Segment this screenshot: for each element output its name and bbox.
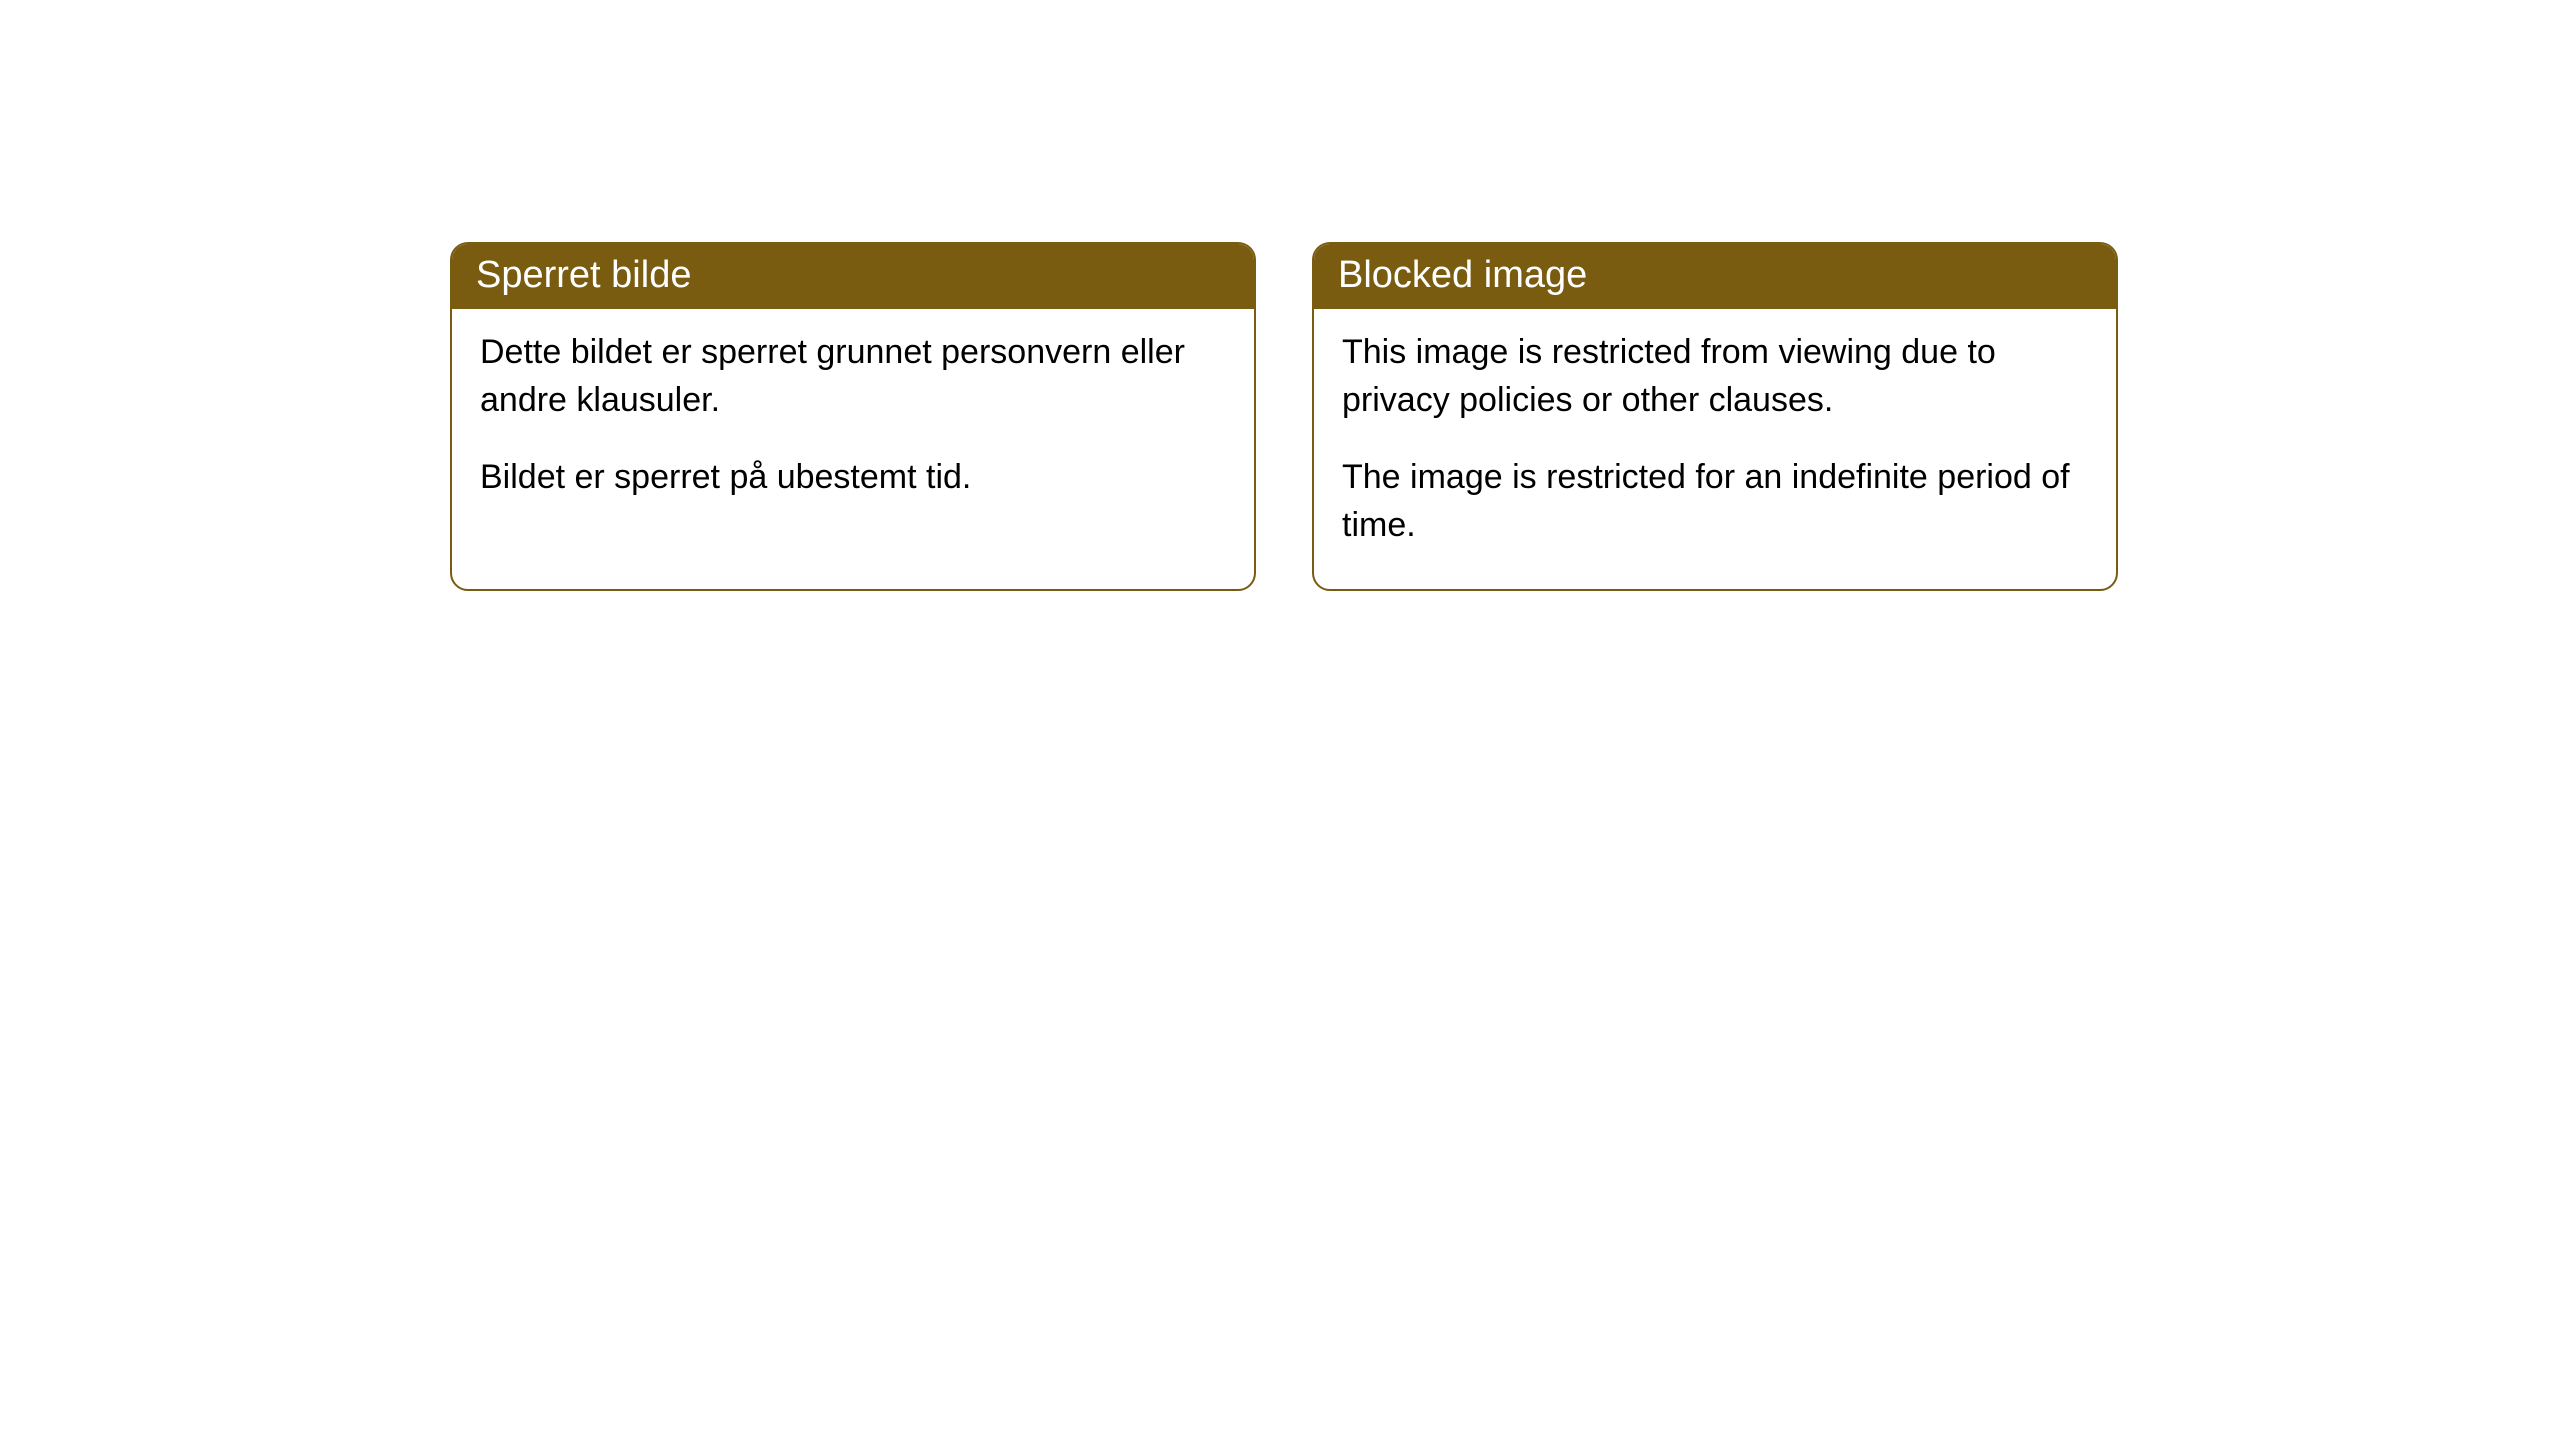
card-header-no: Sperret bilde <box>452 244 1254 309</box>
blocked-image-card-en: Blocked image This image is restricted f… <box>1312 242 2118 591</box>
card-body-no: Dette bildet er sperret grunnet personve… <box>452 309 1254 542</box>
card-paragraph-en-1: This image is restricted from viewing du… <box>1342 329 2088 424</box>
card-body-en: This image is restricted from viewing du… <box>1314 309 2116 589</box>
cards-container: Sperret bilde Dette bildet er sperret gr… <box>450 242 2118 591</box>
card-paragraph-en-2: The image is restricted for an indefinit… <box>1342 454 2088 549</box>
card-paragraph-no-1: Dette bildet er sperret grunnet personve… <box>480 329 1226 424</box>
card-paragraph-no-2: Bildet er sperret på ubestemt tid. <box>480 454 1226 502</box>
card-title-en: Blocked image <box>1338 254 1587 296</box>
card-header-en: Blocked image <box>1314 244 2116 309</box>
blocked-image-card-no: Sperret bilde Dette bildet er sperret gr… <box>450 242 1256 591</box>
card-title-no: Sperret bilde <box>476 254 691 296</box>
